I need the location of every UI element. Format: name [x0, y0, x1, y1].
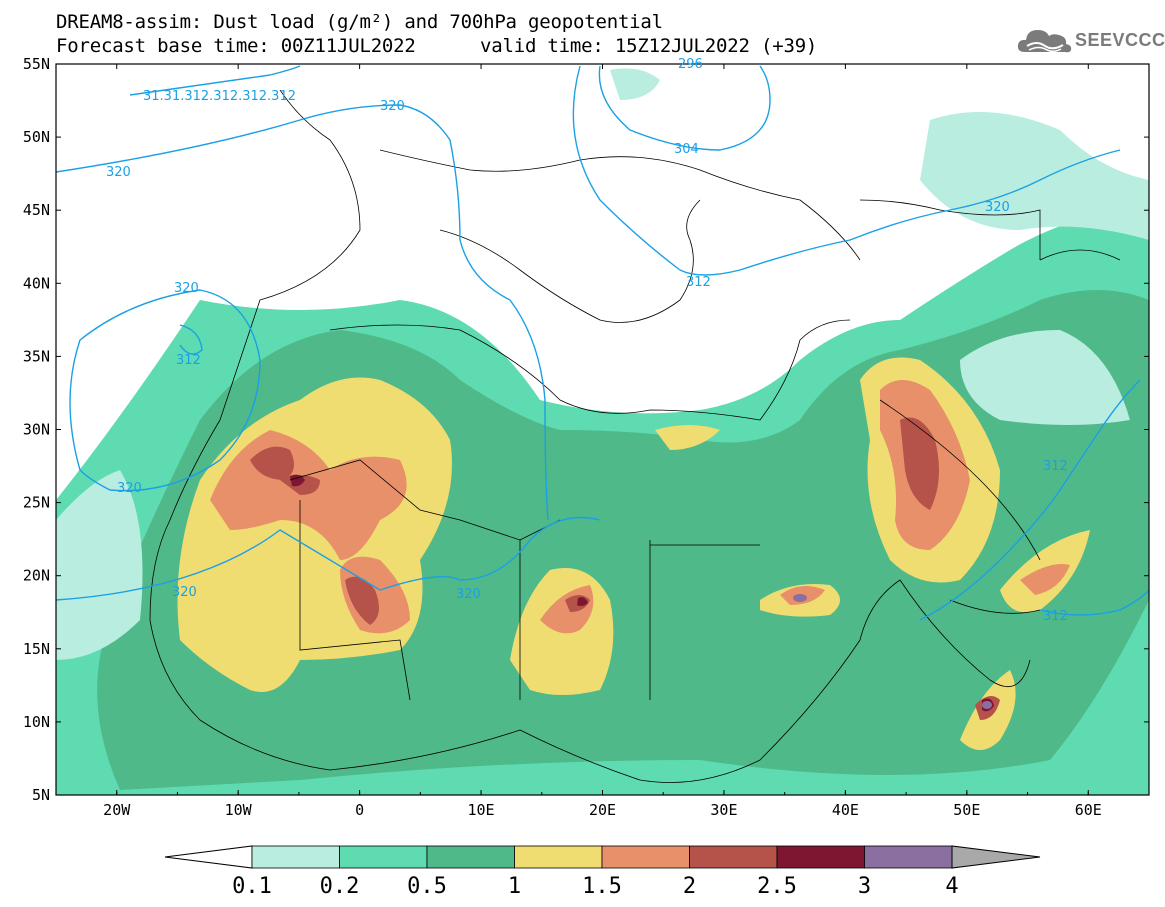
lat-tick-label: 20N	[23, 567, 50, 585]
colorbar-tick-label: 0.1	[232, 874, 272, 899]
contour-labels: 31.31.312.312.312.312 320 320 320 312 32…	[106, 57, 1068, 624]
contour-label: 312	[1043, 459, 1068, 474]
lon-tick-label: 10W	[225, 801, 253, 819]
contour-label: 31.31.312.312.312.312	[143, 89, 296, 104]
dust-shade-0.1	[920, 112, 1149, 240]
colorbar-segment	[864, 845, 953, 869]
dust-darkred-arabia	[900, 417, 939, 510]
map-title: DREAM8-assim: Dust load (g/m²) and 700hP…	[56, 11, 663, 33]
colorbar-segment	[689, 845, 778, 869]
seevccc-logo: SEEVCCC	[1015, 24, 1165, 60]
dust-shade-0.1d	[610, 68, 660, 100]
lat-tick-label: 35N	[23, 347, 50, 365]
dust-yellow-egypt	[655, 425, 720, 450]
lon-tick-label: 30E	[710, 801, 737, 819]
lon-tick-label: 20W	[103, 801, 131, 819]
contour-label: 312	[1043, 609, 1068, 624]
lat-tick-label: 25N	[23, 494, 50, 512]
colorbar-tick-label: 1	[508, 874, 521, 899]
forecast-times: Forecast base time: 00Z11JUL2022 valid ti…	[56, 35, 817, 57]
colorbar-tick-label: 2	[683, 874, 696, 899]
contour-label: 320	[380, 99, 405, 114]
contour-label: 312	[176, 353, 201, 368]
contour-label: 320	[172, 585, 197, 600]
cloud-logo-icon	[1017, 30, 1072, 53]
lat-tick-label: 50N	[23, 128, 50, 146]
lat-tick-label: 55N	[23, 55, 50, 73]
lat-tick-label: 30N	[23, 421, 50, 439]
lat-tick-label: 45N	[23, 201, 50, 219]
dust-purple-core-2	[982, 701, 992, 709]
lon-tick-label: 20E	[589, 801, 616, 819]
contour-label: 320	[106, 165, 131, 180]
colorbar-tick-label: 0.2	[320, 874, 360, 899]
dust-purple-core	[793, 594, 807, 602]
dust-field	[56, 64, 1149, 795]
contour-label: 320	[985, 200, 1010, 215]
colorbar-tick-label: 3	[858, 874, 871, 899]
valid-time: valid time: 15Z12JUL2022 (+39)	[480, 35, 818, 57]
colorbar-under-arrow	[164, 845, 253, 869]
colorbar-segment	[251, 845, 340, 869]
dust-maroon-core	[290, 474, 305, 487]
lon-tick-label: 50E	[953, 801, 980, 819]
dust-darkred-mali	[345, 576, 379, 625]
colorbar-segment	[339, 845, 428, 869]
lon-tick-label: 40E	[832, 801, 859, 819]
country-borders	[149, 89, 1121, 783]
colorbar-segment	[426, 845, 515, 869]
colorbar-segment	[776, 845, 865, 869]
lat-tick-label: 40N	[23, 274, 50, 292]
latitude-axis: 55N 50N 45N 40N 35N 30N 25N 20N 15N 10N 5N	[23, 55, 1149, 804]
logo-text: SEEVCCC	[1075, 30, 1165, 50]
lat-tick-label: 5N	[32, 786, 50, 804]
lon-tick-label: 0	[355, 801, 364, 819]
colorbar-segment	[601, 845, 690, 869]
dust-shade-0.1c	[960, 330, 1130, 425]
contour-label: 312	[686, 275, 711, 290]
colorbar-tick-label: 2.5	[757, 874, 797, 899]
colorbar-over-arrow	[951, 845, 1041, 869]
colorbar-segment	[514, 845, 603, 869]
dust-maroon-core-2	[577, 597, 588, 607]
colorbar-tick-label: 0.5	[407, 874, 447, 899]
lat-tick-label: 10N	[23, 713, 50, 731]
lat-tick-label: 15N	[23, 640, 50, 658]
contour-label: 296	[678, 57, 703, 72]
colorbar-tick-label: 1.5	[582, 874, 622, 899]
lon-tick-label: 10E	[468, 801, 495, 819]
dust-shade-0.1b	[56, 470, 143, 660]
contour-label: 320	[174, 281, 199, 296]
contour-label: 320	[117, 481, 142, 496]
lon-tick-label: 60E	[1075, 801, 1102, 819]
geopotential-contours	[56, 65, 1149, 621]
dust-darkred-morocco	[250, 446, 294, 480]
contour-label: 320	[456, 587, 481, 602]
colorbar-tick-label: 4	[945, 874, 958, 899]
base-time: Forecast base time: 00Z11JUL2022	[56, 35, 416, 57]
colorbar: 0.1 0.2 0.5 1 1.5 2 2.5 3 4	[164, 845, 1041, 899]
dust-orange-oman	[1020, 564, 1070, 595]
contour-label: 304	[674, 142, 699, 157]
longitude-axis: 20W 10W 0 10E 20E 30E 40E 50E 60E	[55, 64, 1150, 819]
